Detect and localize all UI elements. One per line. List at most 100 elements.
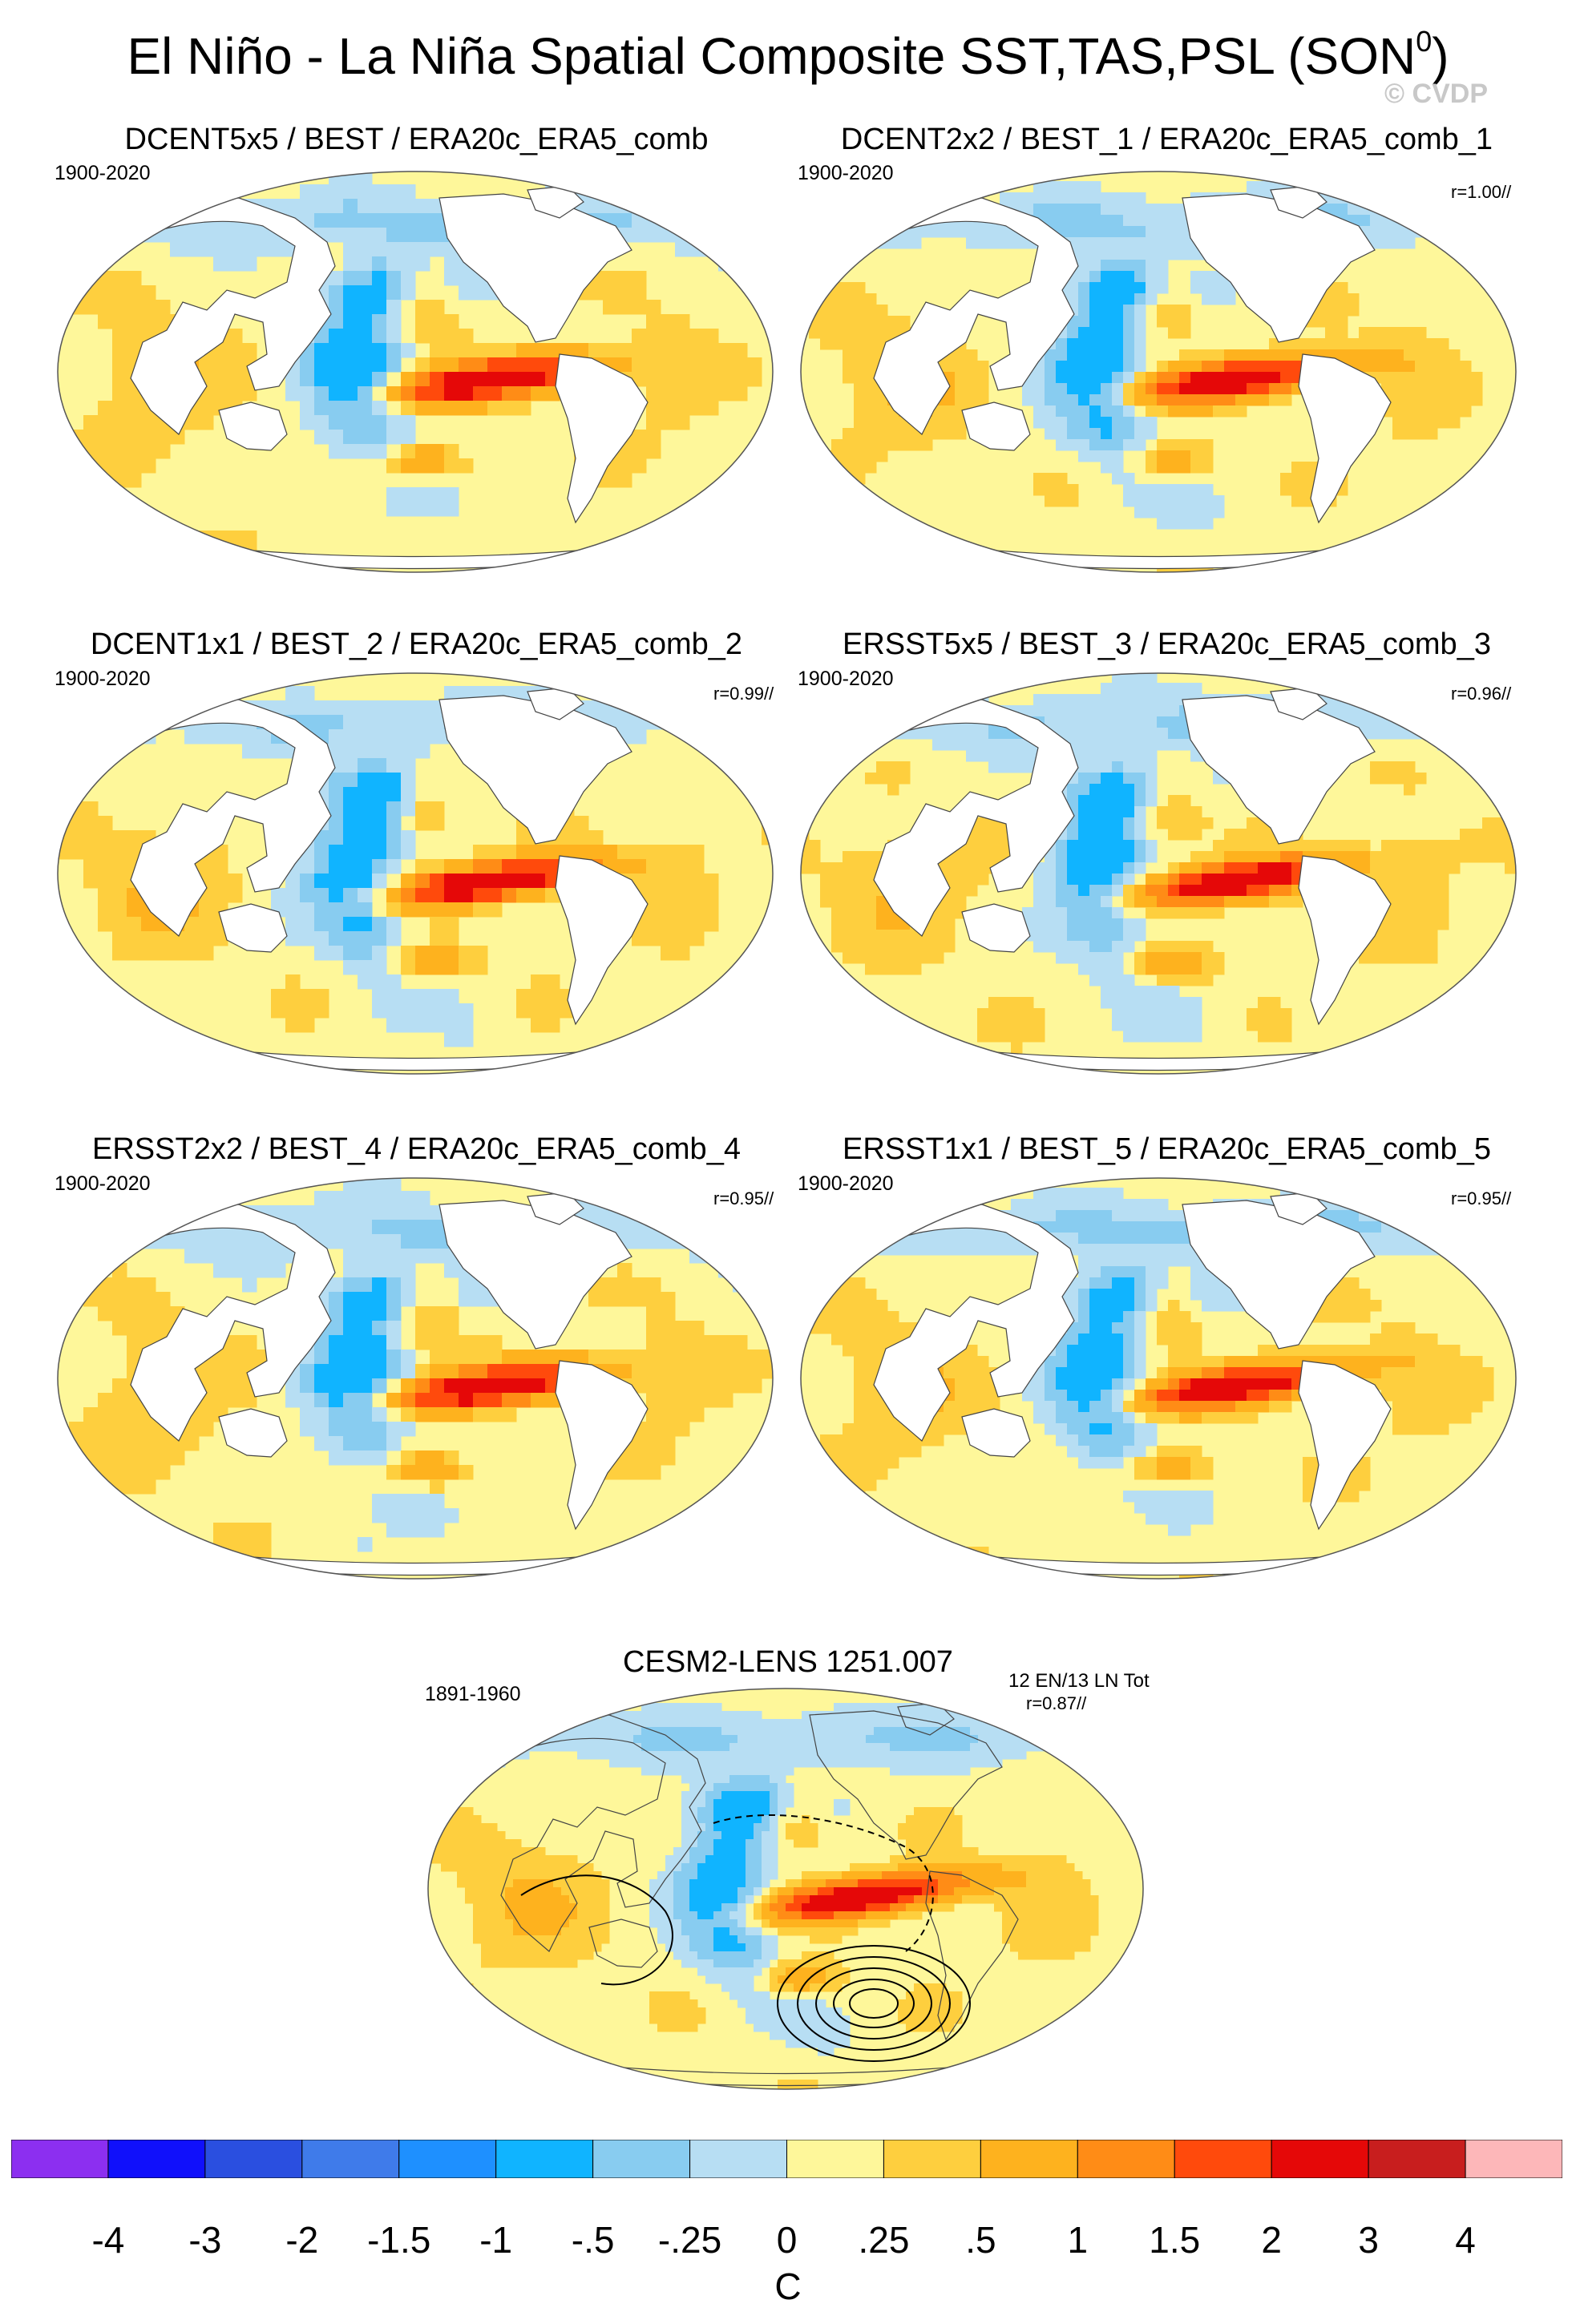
field-cell <box>1404 716 1416 728</box>
field-cell <box>1493 1031 1505 1043</box>
field-cell <box>1190 1019 1202 1031</box>
field-cell <box>1179 874 1191 886</box>
field-cell <box>69 184 84 200</box>
field-cell <box>430 888 445 903</box>
field-cell <box>1089 1233 1101 1245</box>
field-cell <box>300 686 315 701</box>
field-cell <box>1437 574 1449 586</box>
field-cell <box>1336 1356 1348 1368</box>
field-cell <box>401 487 416 502</box>
field-cell <box>1168 817 1180 829</box>
field-cell <box>675 1321 690 1336</box>
field-cell <box>1033 417 1045 429</box>
field-cell <box>966 394 978 406</box>
field-cell <box>1235 372 1247 384</box>
field-cell <box>1415 394 1427 406</box>
field-cell <box>646 444 661 459</box>
field-cell <box>1482 1390 1494 1402</box>
field-cell <box>184 242 200 257</box>
field-cell <box>98 228 113 243</box>
field-cell <box>1224 394 1236 406</box>
field-cell <box>1280 1031 1292 1043</box>
field-cell <box>372 758 387 773</box>
field-cell <box>617 473 632 488</box>
field-cell <box>1426 1221 1438 1233</box>
field-cell <box>1516 1221 1528 1233</box>
field-cell <box>401 700 416 716</box>
field-cell <box>1157 260 1169 272</box>
field-cell <box>213 1523 228 1538</box>
field-cell <box>1123 694 1135 706</box>
field-cell <box>459 1292 474 1307</box>
field-cell <box>1449 1367 1461 1379</box>
field-cell <box>809 226 821 238</box>
field-cell <box>887 694 899 706</box>
field-cell <box>444 1364 459 1379</box>
field-cell <box>1112 338 1124 350</box>
field-cell <box>516 357 531 373</box>
field-cell <box>545 859 560 874</box>
field-cell <box>1157 874 1169 886</box>
field-cell <box>69 989 84 1004</box>
field-cell <box>228 531 243 546</box>
field-cell <box>747 729 762 744</box>
field-cell <box>1426 215 1438 227</box>
field-cell <box>199 559 214 572</box>
field-cell <box>1280 361 1292 373</box>
field-cell <box>285 1393 301 1408</box>
field-cell <box>809 181 821 193</box>
field-cell <box>747 715 762 730</box>
field-cell <box>966 372 978 384</box>
field-cell <box>1426 1401 1438 1413</box>
field-cell <box>854 327 866 339</box>
field-cell <box>831 1322 843 1334</box>
field-cell <box>1134 952 1146 964</box>
field-cell <box>386 285 402 301</box>
panel-title-7: CESM2-LENS 1251.007 <box>623 1645 953 1679</box>
field-cell <box>1134 484 1146 496</box>
field-cell <box>1168 1255 1180 1267</box>
field-cell <box>1426 862 1438 874</box>
field-cell <box>1190 1401 1202 1413</box>
field-cell <box>1190 271 1202 283</box>
field-cell <box>977 1233 989 1245</box>
field-cell <box>809 293 821 305</box>
field-cell <box>343 715 358 730</box>
map-border <box>57 672 774 1075</box>
field-cell <box>1235 1401 1247 1413</box>
field-cell <box>444 256 459 272</box>
field-cell <box>127 1350 142 1365</box>
field-cell <box>271 1205 286 1221</box>
field-cell <box>801 1233 810 1245</box>
field-cell <box>1370 1221 1382 1233</box>
field-cell <box>1089 728 1101 740</box>
field-cell <box>358 1292 373 1307</box>
field-cell <box>213 1378 228 1394</box>
field-cell <box>1123 1289 1135 1301</box>
field-cell <box>184 228 200 243</box>
field-cell <box>910 574 922 586</box>
field-cell <box>1179 963 1191 975</box>
field-cell <box>747 1263 762 1278</box>
field-cell <box>801 462 810 474</box>
field-cell <box>843 862 855 874</box>
field-cell <box>473 386 488 401</box>
field-cell <box>1381 192 1393 204</box>
field-cell <box>1157 1322 1169 1334</box>
field-cell <box>632 700 647 716</box>
field-cell <box>632 329 647 344</box>
field-cell <box>1123 1031 1135 1043</box>
field-cell <box>314 1205 329 1221</box>
field-cell <box>574 171 589 185</box>
field-cell <box>343 888 358 903</box>
field-cell <box>1146 1221 1158 1233</box>
field-cell <box>617 357 632 373</box>
field-cell <box>1157 885 1169 897</box>
field-cell <box>843 305 855 317</box>
field-cell <box>156 1220 171 1235</box>
field-cell <box>1280 851 1292 863</box>
field-cell <box>372 946 387 961</box>
field-cell <box>1101 716 1113 728</box>
field-cell <box>865 941 877 953</box>
field-cell <box>1101 450 1113 462</box>
